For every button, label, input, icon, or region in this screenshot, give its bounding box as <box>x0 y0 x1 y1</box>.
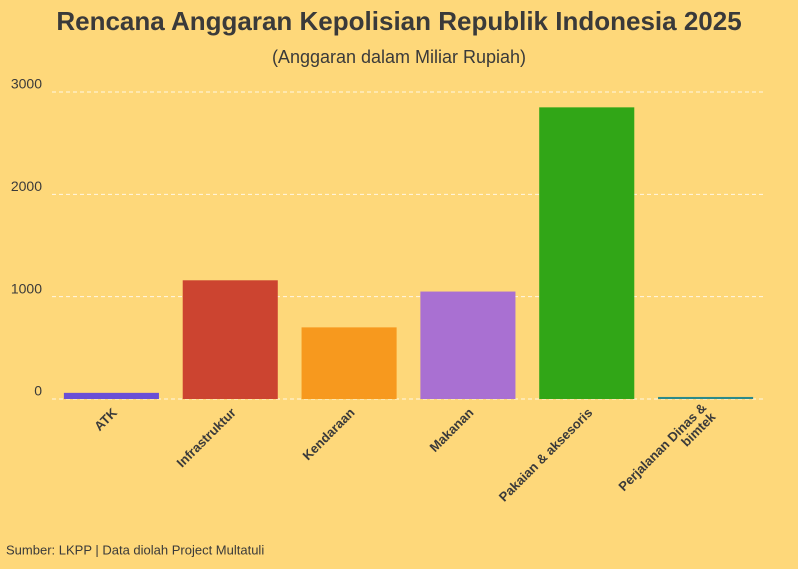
bar <box>63 392 159 399</box>
bar <box>420 291 516 399</box>
bar <box>182 280 278 399</box>
y-tick-label: 1000 <box>11 280 42 296</box>
chart-subtitle: (Anggaran dalam Miliar Rupiah) <box>272 47 526 67</box>
bar <box>539 107 635 399</box>
source-note: Sumber: LKPP | Data diolah Project Multa… <box>6 542 264 557</box>
chart-title: Rencana Anggaran Kepolisian Republik Ind… <box>56 6 741 36</box>
y-tick-label: 0 <box>34 383 42 399</box>
y-tick-label: 3000 <box>11 76 42 92</box>
bar <box>658 396 754 399</box>
bar <box>301 327 397 399</box>
y-tick-label: 2000 <box>11 178 42 194</box>
